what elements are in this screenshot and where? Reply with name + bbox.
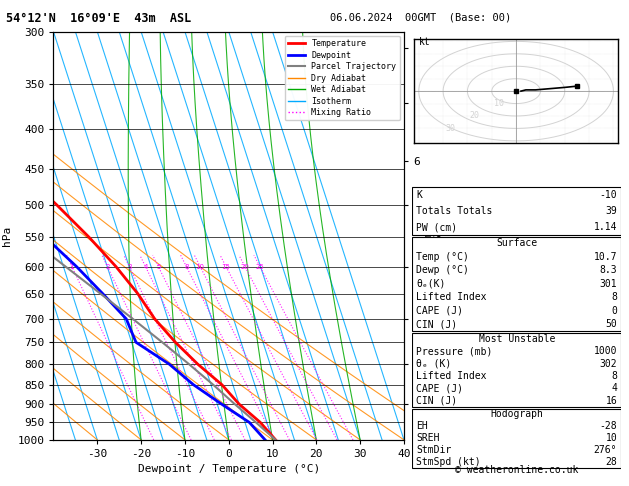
Text: LCL: LCL <box>411 426 428 436</box>
Text: 1.14: 1.14 <box>594 222 617 232</box>
Text: Lifted Index: Lifted Index <box>416 292 487 302</box>
Text: 0: 0 <box>611 306 617 316</box>
Text: Lifted Index: Lifted Index <box>416 371 487 381</box>
Text: 8: 8 <box>611 371 617 381</box>
Legend: Temperature, Dewpoint, Parcel Trajectory, Dry Adiabat, Wet Adiabat, Isotherm, Mi: Temperature, Dewpoint, Parcel Trajectory… <box>285 36 400 121</box>
Text: 50: 50 <box>606 319 617 329</box>
Text: 10: 10 <box>606 434 617 443</box>
Text: 5: 5 <box>156 263 160 270</box>
Text: 20: 20 <box>240 263 250 270</box>
Text: EH: EH <box>416 421 428 432</box>
Text: SREH: SREH <box>416 434 440 443</box>
Text: 2: 2 <box>105 263 109 270</box>
Text: K: K <box>416 190 422 200</box>
Text: 10: 10 <box>494 99 504 108</box>
Y-axis label: km
ASL: km ASL <box>423 227 444 244</box>
Text: 39: 39 <box>606 206 617 216</box>
Text: 10: 10 <box>196 263 204 270</box>
Text: θₑ (K): θₑ (K) <box>416 359 452 368</box>
Text: 4: 4 <box>143 263 148 270</box>
Text: -28: -28 <box>599 421 617 432</box>
Text: © weatheronline.co.uk: © weatheronline.co.uk <box>455 465 579 475</box>
Bar <box>412 409 621 468</box>
Text: CIN (J): CIN (J) <box>416 319 457 329</box>
Text: CIN (J): CIN (J) <box>416 396 457 406</box>
Text: StmSpd (kt): StmSpd (kt) <box>416 457 481 467</box>
X-axis label: Dewpoint / Temperature (°C): Dewpoint / Temperature (°C) <box>138 465 320 474</box>
Bar <box>412 187 621 235</box>
Text: 16: 16 <box>606 396 617 406</box>
Text: 1: 1 <box>70 263 74 270</box>
Text: 06.06.2024  00GMT  (Base: 00): 06.06.2024 00GMT (Base: 00) <box>330 12 511 22</box>
Text: θₑ(K): θₑ(K) <box>416 279 445 289</box>
Text: kt: kt <box>419 37 430 47</box>
Y-axis label: hPa: hPa <box>2 226 12 246</box>
Text: Hodograph: Hodograph <box>490 410 543 419</box>
Text: 30: 30 <box>445 124 455 133</box>
Text: 10.7: 10.7 <box>594 252 617 262</box>
Text: -10: -10 <box>599 190 617 200</box>
Text: 28: 28 <box>606 457 617 467</box>
Bar <box>412 237 621 331</box>
Bar <box>412 332 621 407</box>
Text: 3: 3 <box>127 263 131 270</box>
Text: 276°: 276° <box>594 445 617 455</box>
Text: 15: 15 <box>221 263 230 270</box>
Text: Pressure (mb): Pressure (mb) <box>416 346 493 356</box>
Text: 8: 8 <box>184 263 189 270</box>
Text: 8: 8 <box>611 292 617 302</box>
Text: 25: 25 <box>255 263 264 270</box>
Text: Surface: Surface <box>496 239 537 248</box>
Text: StmDir: StmDir <box>416 445 452 455</box>
Text: 8.3: 8.3 <box>599 265 617 276</box>
Text: Dewp (°C): Dewp (°C) <box>416 265 469 276</box>
Text: 301: 301 <box>599 279 617 289</box>
Text: PW (cm): PW (cm) <box>416 222 457 232</box>
Text: 20: 20 <box>470 111 480 121</box>
Text: 302: 302 <box>599 359 617 368</box>
Text: Totals Totals: Totals Totals <box>416 206 493 216</box>
Text: 54°12'N  16°09'E  43m  ASL: 54°12'N 16°09'E 43m ASL <box>6 12 192 25</box>
Text: 4: 4 <box>611 383 617 393</box>
Text: CAPE (J): CAPE (J) <box>416 306 463 316</box>
Text: Temp (°C): Temp (°C) <box>416 252 469 262</box>
Text: 1000: 1000 <box>594 346 617 356</box>
Text: Most Unstable: Most Unstable <box>479 334 555 344</box>
Text: CAPE (J): CAPE (J) <box>416 383 463 393</box>
